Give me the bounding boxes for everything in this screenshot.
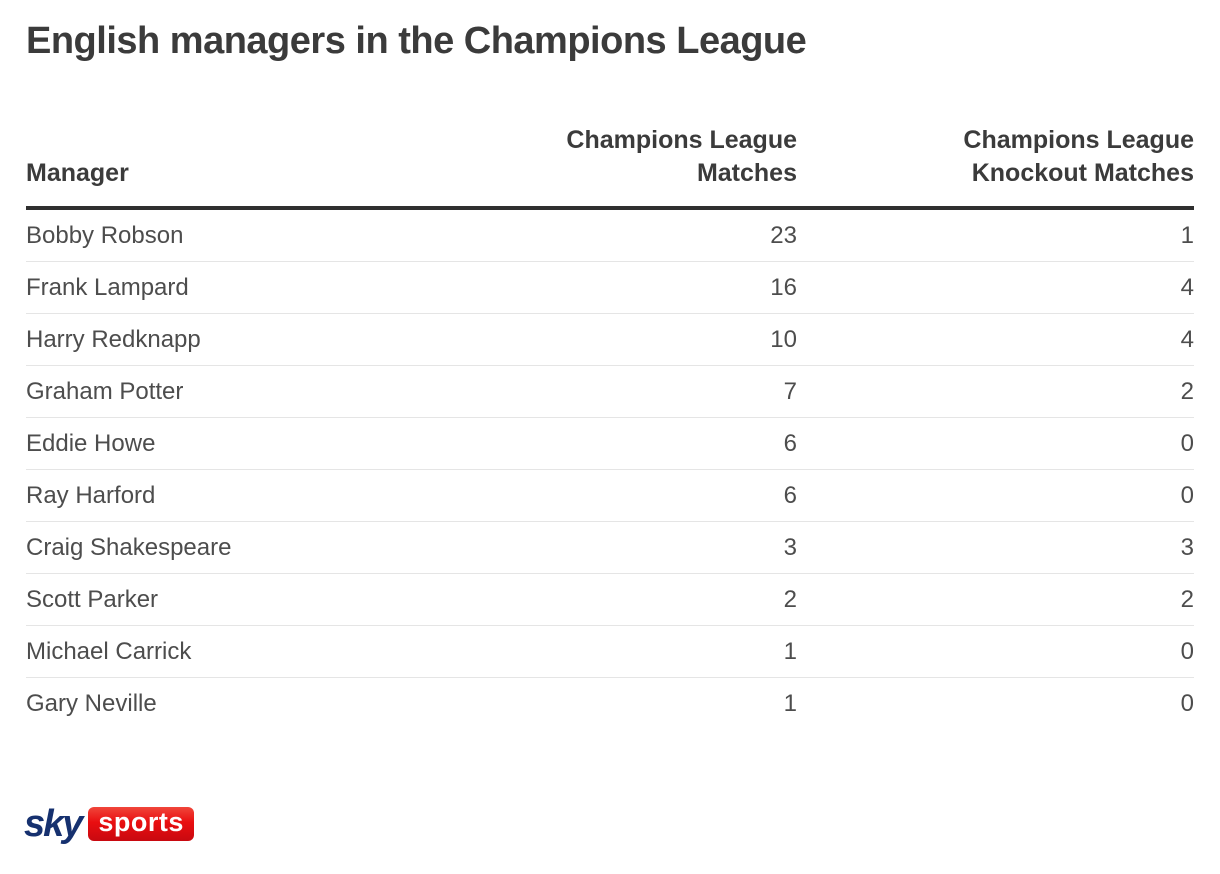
table-row: Ray Harford 6 0 [26,470,1194,522]
cl-matches-value: 7 [783,377,797,405]
cl-matches-value: 1 [783,637,797,665]
table-row: Scott Parker 2 2 [26,574,1194,626]
cl-matches-value: 16 [770,273,797,301]
table-row: Harry Redknapp 10 4 [26,314,1194,366]
sky-logo-text: sky [24,803,83,845]
column-header-cl-matches-line1: Champions League [566,126,797,154]
table-row: Graham Potter 7 2 [26,366,1194,418]
ko-matches-value: 2 [1180,377,1194,405]
column-header-cl-matches: Champions League Matches [537,124,797,190]
cl-matches-value: 2 [783,585,797,613]
manager-name: Craig Shakespeare [26,533,232,561]
cl-matches-value: 6 [783,429,797,457]
column-header-manager: Manager [26,159,129,187]
manager-name: Scott Parker [26,585,159,613]
cl-matches-value: 10 [770,325,797,353]
manager-name: Ray Harford [26,481,156,509]
table-row: Gary Neville 1 0 [26,678,1194,730]
table-row: Craig Shakespeare 3 3 [26,522,1194,574]
ko-matches-value: 3 [1180,533,1194,561]
ko-matches-value: 4 [1180,325,1194,353]
manager-name: Eddie Howe [26,429,156,457]
managers-table: Manager Champions League Matches Champio… [26,124,1194,730]
table-header-row: Manager Champions League Matches Champio… [26,124,1194,210]
manager-name: Bobby Robson [26,221,184,249]
manager-name: Graham Potter [26,377,184,405]
sky-sports-logo: sky sports [24,803,194,845]
column-header-ko-matches-line1: Champions League [963,126,1194,154]
manager-name: Frank Lampard [26,273,189,301]
table-row: Eddie Howe 6 0 [26,418,1194,470]
table-row: Bobby Robson 23 1 [26,210,1194,262]
ko-matches-value: 4 [1180,273,1194,301]
page-title: English managers in the Champions League [26,20,807,62]
sky-sports-badge: sports [88,807,194,841]
table-row: Frank Lampard 16 4 [26,262,1194,314]
ko-matches-value: 0 [1180,690,1194,717]
manager-name: Harry Redknapp [26,325,201,353]
cl-matches-value: 1 [783,690,797,717]
ko-matches-value: 0 [1180,481,1194,509]
manager-name: Michael Carrick [26,637,192,665]
table-row: Michael Carrick 1 0 [26,626,1194,678]
column-header-cl-matches-line2: Matches [696,159,797,187]
ko-matches-value: 1 [1180,221,1194,249]
cl-matches-value: 6 [783,481,797,509]
cl-matches-value: 3 [783,533,797,561]
ko-matches-value: 0 [1180,429,1194,457]
cl-matches-value: 23 [770,221,797,249]
column-header-ko-matches-line2: Knockout Matches [971,159,1194,187]
ko-matches-value: 2 [1180,585,1194,613]
manager-name: Gary Neville [26,690,157,717]
ko-matches-value: 0 [1180,637,1194,665]
column-header-ko-matches: Champions League Knockout Matches [797,124,1194,190]
